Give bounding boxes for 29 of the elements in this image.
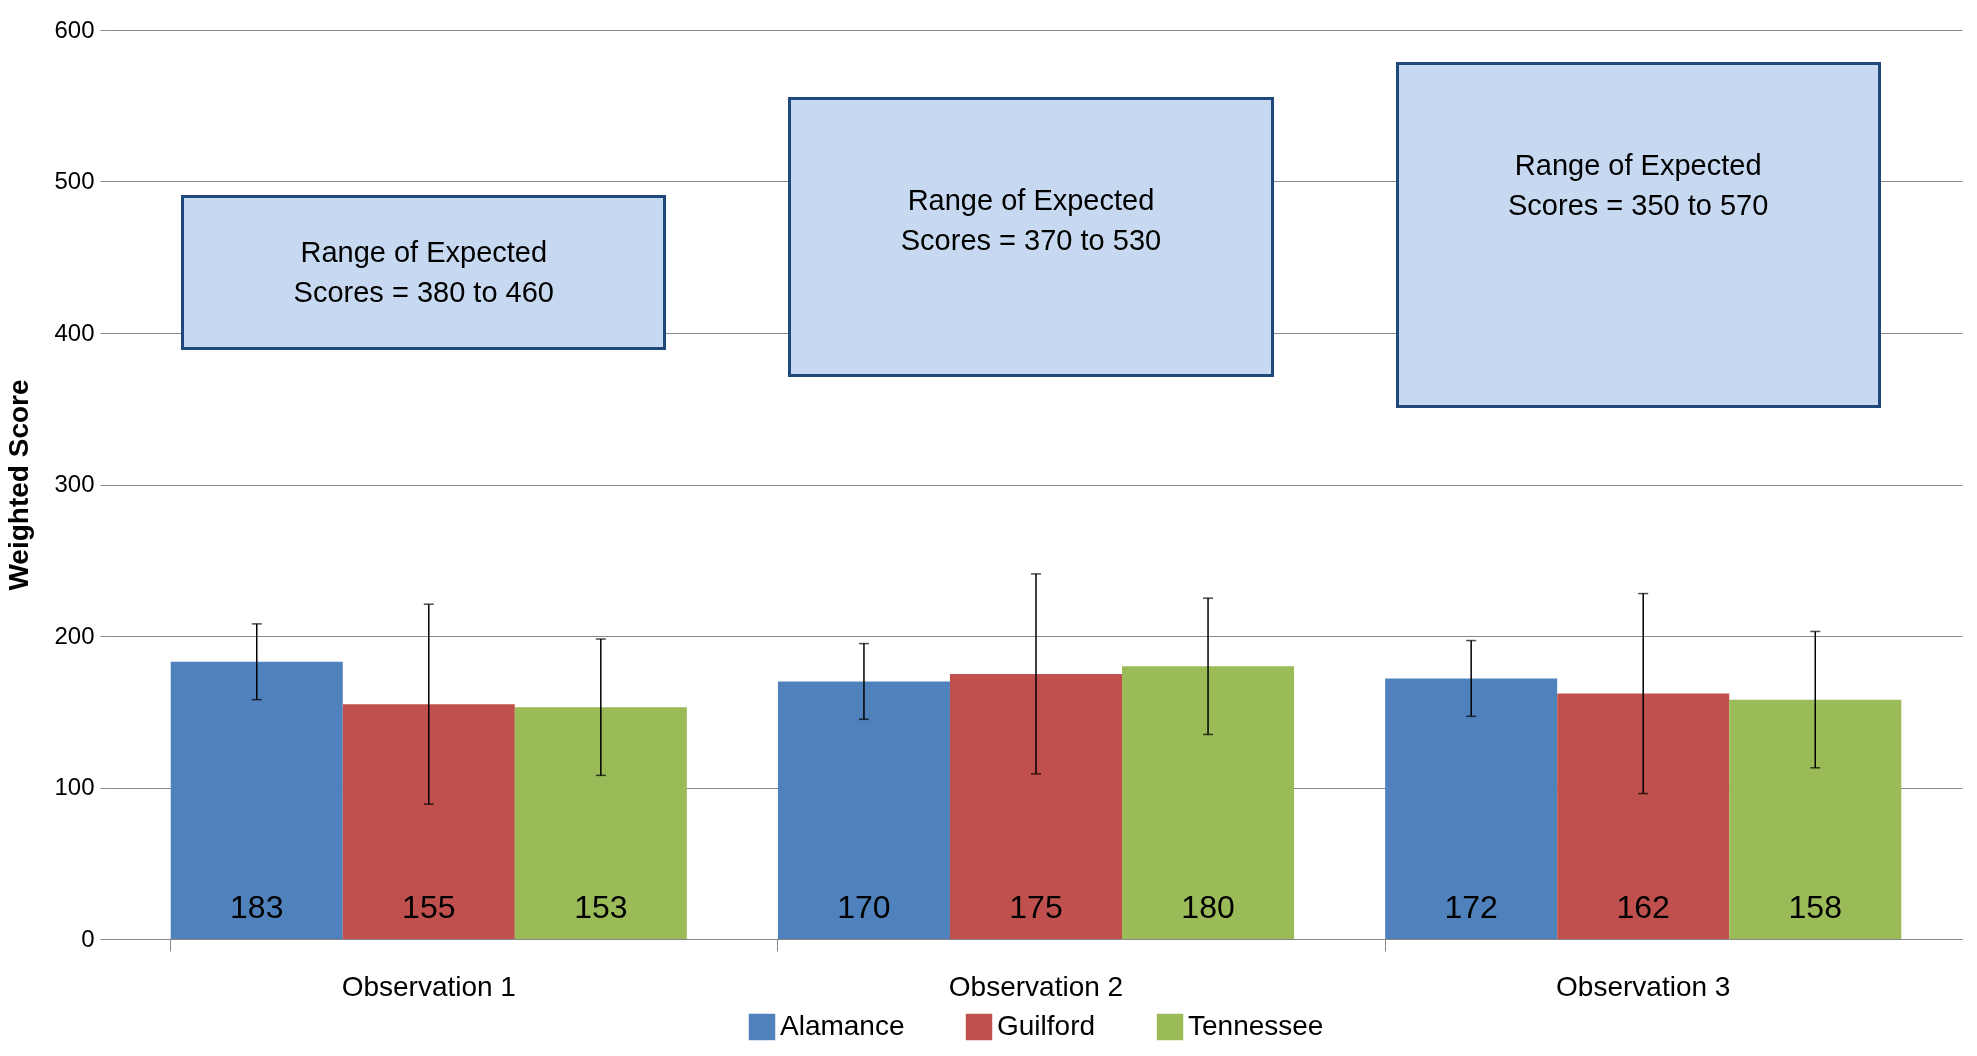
y-tick-label: 100 bbox=[54, 773, 95, 800]
legend-label: Alamance bbox=[780, 1010, 905, 1041]
y-tick-label: 300 bbox=[54, 470, 95, 497]
data-label: 162 bbox=[1616, 889, 1670, 925]
data-label: 153 bbox=[574, 889, 628, 925]
text-box: Range of Expected Scores = 380 to 460 bbox=[181, 194, 667, 351]
text-box: Range of Expected Scores = 350 to 570 bbox=[1395, 62, 1881, 409]
data-label: 180 bbox=[1181, 889, 1235, 925]
data-label: 172 bbox=[1444, 889, 1498, 925]
text-box: Range of Expected Scores = 370 to 530 bbox=[788, 96, 1274, 378]
annotation: Range of Expected Scores = 350 to 570 bbox=[1507, 148, 1770, 223]
x-tick-label: Observation 3 bbox=[1556, 970, 1731, 1002]
y-tick-label: 500 bbox=[54, 167, 95, 194]
x-tick-label: Observation 1 bbox=[341, 970, 516, 1002]
y-tick-label: 600 bbox=[54, 15, 95, 43]
y-tick-label: 400 bbox=[54, 318, 95, 346]
legend-label: Guilford bbox=[997, 1010, 1096, 1041]
y-axis-title: Weighted Score bbox=[3, 379, 35, 591]
annotation: Range of Expected Scores = 380 to 460 bbox=[292, 235, 555, 311]
x-tick-label: Observation 2 bbox=[948, 970, 1124, 1002]
data-label: 170 bbox=[837, 889, 891, 925]
data-label: 175 bbox=[1009, 889, 1063, 925]
data-label: 155 bbox=[402, 889, 456, 925]
annotation: Range of Expected Scores = 370 to 530 bbox=[899, 182, 1163, 258]
data-label: 158 bbox=[1788, 889, 1842, 925]
y-tick-label: 0 bbox=[81, 924, 95, 952]
data-label: 183 bbox=[230, 889, 284, 925]
y-tick-label: 200 bbox=[54, 621, 95, 649]
legend-label: Tennessee bbox=[1188, 1010, 1324, 1041]
